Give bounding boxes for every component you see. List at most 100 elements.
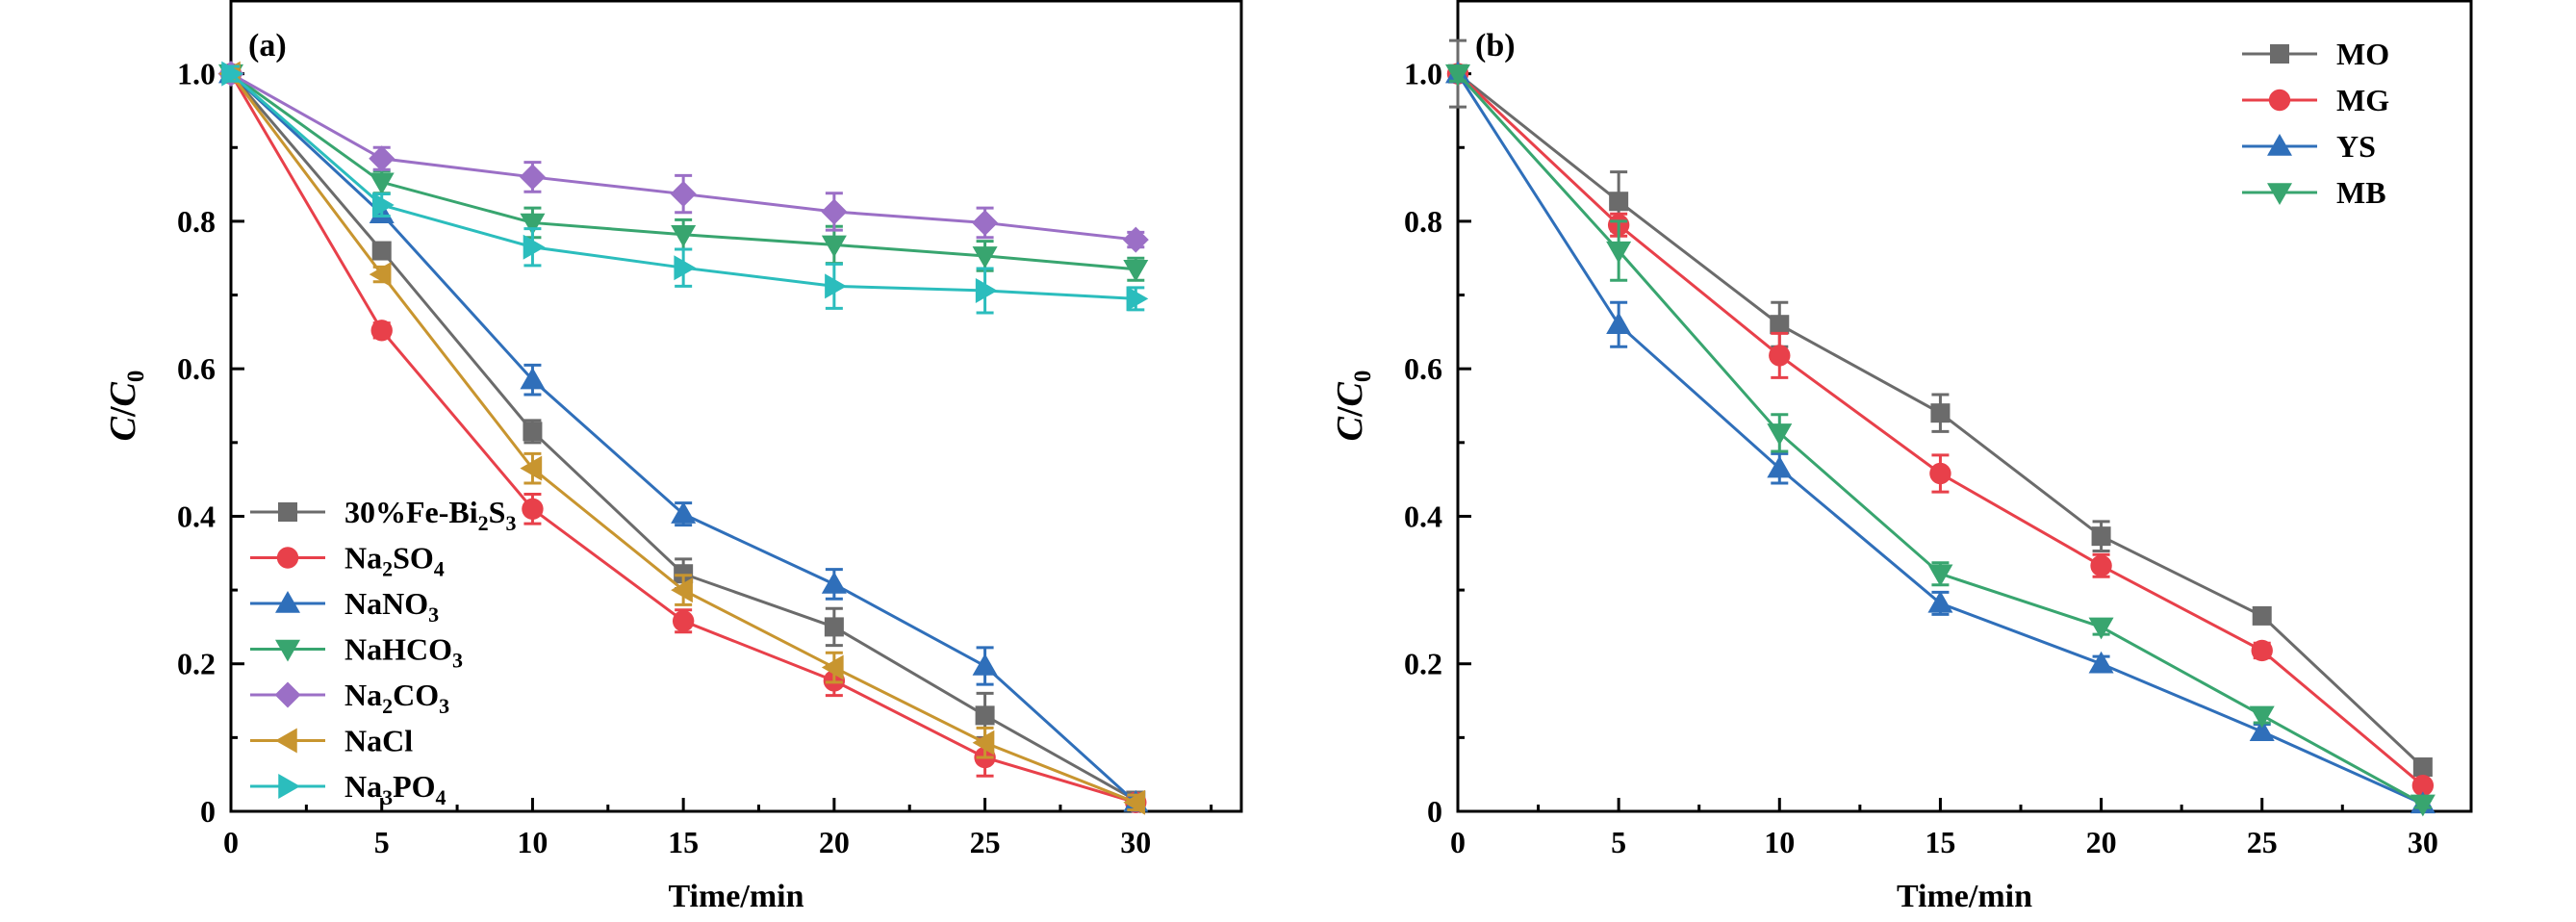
data-point [2249, 705, 2275, 729]
data-point-shape [1122, 226, 1149, 253]
data-point [1769, 345, 1791, 367]
data-point-shape [975, 705, 995, 726]
data-point [520, 213, 546, 236]
data-point [1609, 192, 1629, 212]
data-point [821, 235, 847, 258]
data-point-shape [674, 564, 694, 584]
data-point-shape [523, 234, 546, 260]
legend-marker [2267, 134, 2292, 156]
legend-entry: Na2SO4 [250, 541, 445, 581]
data-point-shape [1445, 64, 1470, 87]
data-point-shape [371, 241, 392, 261]
legend-marker-shape [2270, 44, 2289, 64]
data-point-shape [1930, 403, 1951, 423]
y-tick-label: 0.8 [1404, 204, 1442, 239]
data-point-shape [2249, 705, 2275, 729]
legend-label: Na2CO3 [344, 678, 449, 718]
data-point [2410, 794, 2436, 817]
legend-marker [275, 591, 300, 613]
data-point-shape [1123, 259, 1149, 282]
data-point [2412, 757, 2433, 778]
data-point-shape [1767, 455, 1793, 478]
legend-label: NaCl [344, 724, 413, 758]
data-point-shape [1126, 286, 1149, 312]
y-tick-label: 0.4 [1404, 499, 1442, 533]
data-point-shape [2410, 794, 2436, 817]
panel-label: (b) [1475, 28, 1516, 64]
data-point-shape [2091, 526, 2111, 547]
legend-label: YS [2336, 129, 2376, 164]
data-point-shape [520, 213, 546, 236]
y-tick-label: 0 [200, 794, 216, 829]
data-point [821, 654, 844, 680]
legend-marker [275, 728, 297, 754]
data-point [972, 653, 998, 676]
legend-label: Na2SO4 [344, 541, 445, 581]
legend-marker-shape [275, 728, 297, 754]
data-point-shape [369, 145, 395, 172]
legend-entry: MB [2242, 175, 2386, 210]
x-tick-label: 5 [1611, 825, 1626, 859]
series-ys [1445, 61, 2436, 814]
data-point [520, 455, 543, 481]
legend-marker [276, 547, 299, 569]
data-point-shape [821, 235, 847, 258]
data-point-shape [1609, 192, 1629, 212]
legend-entry: 30%Fe-Bi2S3 [250, 495, 516, 535]
data-point [1767, 455, 1793, 478]
data-point-shape [825, 273, 847, 299]
legend-marker-shape [276, 547, 299, 569]
chart-panel-b: 0 5 10 15 20 25 30 0 0.2 0.4 0.6 0.8 1.0 Time/min C/C0… [1330, 0, 2473, 914]
data-point-shape [2412, 757, 2433, 778]
legend-label: Na3PO4 [344, 769, 446, 809]
data-point-shape [1123, 789, 1146, 815]
data-point-shape [2251, 639, 2273, 662]
data-point [672, 610, 695, 632]
data-point-shape [671, 501, 697, 524]
legend-label: MB [2336, 175, 2386, 210]
data-point-shape [671, 577, 693, 603]
data-point-shape [972, 209, 999, 236]
legend-label: 30%Fe-Bi2S3 [344, 495, 516, 535]
data-point [671, 501, 697, 524]
data-point [369, 145, 395, 172]
data-point-shape [1767, 423, 1793, 446]
legend-entry: NaNO3 [250, 586, 439, 627]
data-point [520, 367, 546, 390]
x-tick-label: 30 [1120, 825, 1151, 859]
data-point-shape [369, 172, 395, 195]
data-point [821, 198, 848, 225]
legend-marker [2267, 183, 2292, 205]
data-point-shape [670, 181, 697, 208]
legend-marker-shape [275, 591, 300, 613]
x-tick-label: 20 [819, 825, 850, 859]
data-point [371, 241, 392, 261]
data-point [670, 181, 697, 208]
x-tick-label: 30 [2408, 825, 2438, 859]
legend-entry: Na2CO3 [250, 678, 449, 718]
data-point [1606, 241, 1632, 264]
y-tick-label: 0.4 [177, 499, 216, 533]
data-point-shape [523, 422, 543, 442]
data-point [2088, 617, 2114, 640]
series-na2co3 [217, 61, 1149, 253]
y-tick-label: 0.8 [177, 204, 216, 239]
data-point [674, 255, 697, 281]
data-point [221, 61, 243, 87]
legend-entry: MO [2242, 37, 2389, 71]
x-tick-label: 25 [970, 825, 1001, 859]
y-tick-label: 0.2 [1404, 647, 1442, 681]
data-point-shape [674, 255, 697, 281]
legend-marker-shape [274, 681, 301, 708]
data-point [824, 617, 844, 637]
y-tick-label: 0 [1427, 794, 1442, 829]
data-point-shape [824, 617, 844, 637]
y-tick-label: 0.6 [177, 351, 216, 386]
data-point-shape [2088, 617, 2114, 640]
data-point [519, 164, 546, 191]
x-tick-label: 10 [1764, 825, 1795, 859]
legend-marker [278, 774, 300, 799]
data-point [1927, 564, 1953, 587]
data-point [523, 422, 543, 442]
data-point [2252, 605, 2272, 626]
